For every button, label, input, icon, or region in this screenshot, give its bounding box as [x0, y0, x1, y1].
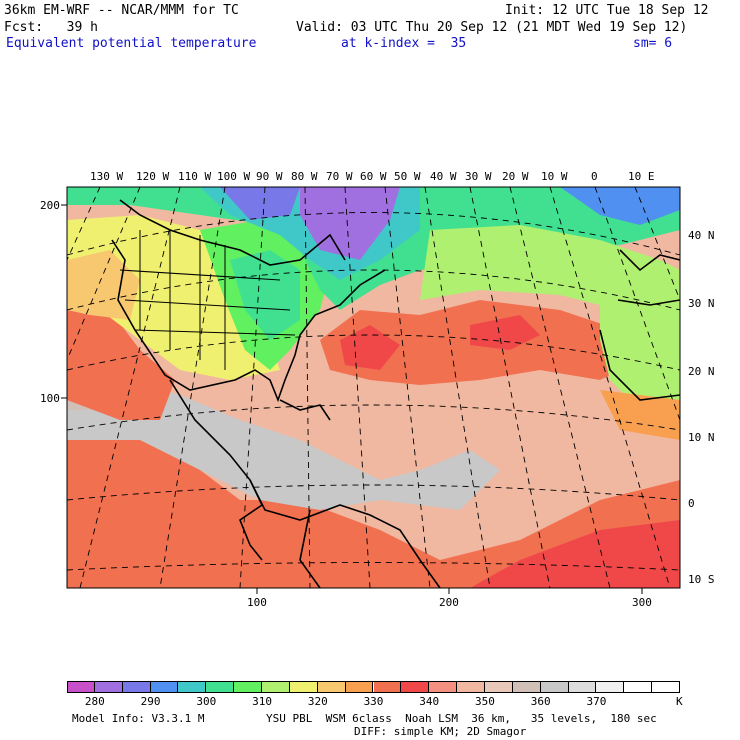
field-name: Equivalent potential temperature: [6, 36, 257, 51]
colorbar-cell: [317, 681, 346, 693]
lon-label-110w: 110 W: [178, 170, 212, 183]
diffusion-info: DIFF: simple KM; 2D Smagor: [354, 725, 527, 738]
valid-time: Valid: 03 UTC Thu 20 Sep 12 (21 MDT Wed …: [296, 20, 688, 35]
model-title: 36km EM-WRF -- NCAR/MMM for TC: [4, 3, 239, 18]
coastlines: [111, 199, 680, 588]
colorbar-cell: [457, 681, 485, 693]
lon-label-10w: 10 W: [541, 170, 568, 183]
colorbar-label: 320: [307, 695, 328, 708]
colorbar-cell: [540, 681, 569, 693]
colorbar-cell: [568, 681, 597, 693]
lon-label-90w: 90 W: [256, 170, 283, 183]
colorbar-cell: [206, 681, 235, 693]
lon-label-40w: 40 W: [430, 170, 457, 183]
lon-label-0: 0: [591, 170, 598, 183]
colorbar-cell: [234, 681, 263, 693]
level-index: at k-index = 35: [341, 36, 467, 51]
colorbar-label: 370: [586, 695, 607, 708]
theta-e-field: [67, 187, 680, 588]
colorbar-frame: [67, 681, 680, 693]
lat-label-0: 0: [688, 497, 695, 510]
colorbar-label: 280: [84, 695, 105, 708]
colorbar-cell: [67, 681, 95, 693]
colorbar-cell: [512, 681, 541, 693]
colorbar-label: 340: [419, 695, 440, 708]
grid-y-label-100: 100: [40, 392, 60, 405]
colorbar-label: 300: [196, 695, 217, 708]
colorbar-label: 330: [363, 695, 384, 708]
grid-x-label-100: 100: [247, 596, 267, 609]
colorbar-cell: [122, 681, 151, 693]
colorbar-label: 360: [530, 695, 551, 708]
lon-label-60w: 60 W: [360, 170, 387, 183]
lat-label-10n: 10 N: [688, 431, 715, 444]
lon-label-130w: 130 W: [90, 170, 124, 183]
lon-label-30w: 30 W: [465, 170, 492, 183]
colorbar-cell: [289, 681, 318, 693]
lon-label-50w: 50 W: [394, 170, 421, 183]
colorbar-cell: [484, 681, 513, 693]
colorbar-label: 290: [140, 695, 161, 708]
lon-label-10e: 10 E: [628, 170, 655, 183]
colorbar-cell: [401, 681, 430, 693]
colorbar-label: 350: [475, 695, 495, 708]
frame-ticks: [61, 204, 643, 594]
graticule: [67, 187, 680, 588]
smoothing-value: sm= 6: [633, 36, 673, 51]
lat-label-20n: 20 N: [688, 365, 715, 378]
colorbar-cell: [429, 681, 458, 693]
colorbar-cell: [94, 681, 123, 693]
colorbar-unit: K: [676, 695, 683, 708]
lon-label-80w: 80 W: [291, 170, 318, 183]
lat-label-10s: 10 S: [688, 573, 715, 586]
colorbar-cell: [596, 681, 625, 693]
colorbar-cell: [373, 681, 402, 693]
forecast-hour: Fcst: 39 h: [4, 20, 98, 35]
lat-label-40n: 40 N: [688, 229, 715, 242]
init-time: Init: 12 UTC Tue 18 Sep 12: [505, 3, 709, 18]
state-boundaries: [119, 230, 296, 370]
colorbar-cell: [262, 681, 290, 693]
lat-label-30n: 30 N: [688, 297, 715, 310]
physics-info: YSU PBL WSM 6class Noah LSM 36 km, 35 le…: [266, 712, 657, 725]
colorbar-label: 310: [252, 695, 272, 708]
lon-label-100w: 100 W: [217, 170, 251, 183]
colorbar-cell: [178, 681, 207, 693]
colorbar-cell: [624, 681, 653, 693]
grid-y-label-200: 200: [40, 199, 60, 212]
grid-x-label-200: 200: [439, 596, 459, 609]
model-info: Model Info: V3.3.1 M: [72, 712, 205, 725]
lon-label-70w: 70 W: [326, 170, 353, 183]
lon-label-120w: 120 W: [136, 170, 170, 183]
lon-label-20w: 20 W: [502, 170, 529, 183]
colorbar-cell: [150, 681, 179, 693]
grid-x-label-300: 300: [632, 596, 652, 609]
colorbar-cell: [345, 681, 374, 693]
